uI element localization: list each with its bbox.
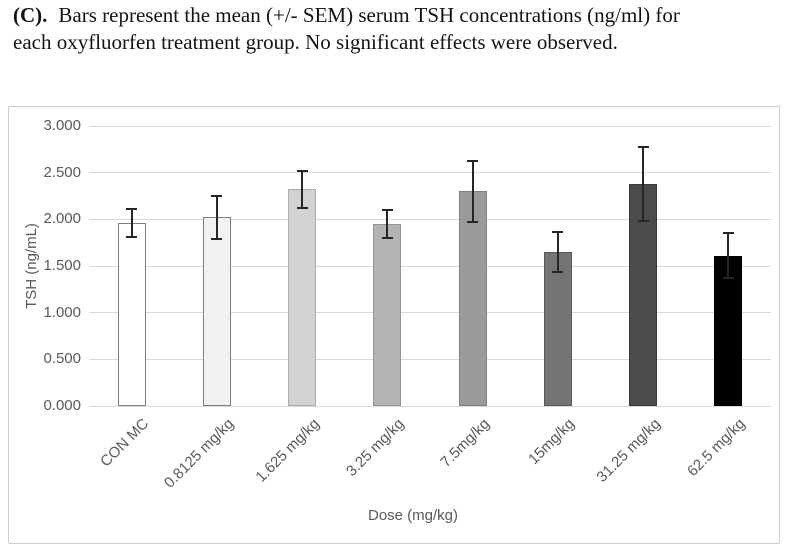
caption-label: (C). xyxy=(13,3,48,27)
error-bar-cap-top xyxy=(637,145,649,148)
x-tick-text: 7.5mg/kg xyxy=(437,415,493,471)
error-bar-line xyxy=(130,209,133,238)
gridline xyxy=(89,125,771,127)
bar xyxy=(714,255,743,406)
bar xyxy=(288,189,317,406)
error-bar-cap-bottom xyxy=(722,277,734,280)
y-tick-label: 1.000 xyxy=(43,303,81,321)
caption-text-1: Bars represent the mean (+/- SEM) serum … xyxy=(58,3,680,27)
caption-line-2: each oxyfluorfen treatment group. No sig… xyxy=(13,29,783,56)
error-bar-cap-bottom xyxy=(637,220,649,223)
x-tick-text: CON MC xyxy=(96,415,152,471)
bar xyxy=(543,252,572,406)
error-bar-cap-bottom xyxy=(381,237,393,239)
caption-line-1: (C). Bars represent the mean (+/- SEM) se… xyxy=(13,2,783,29)
error-bar-cap-top xyxy=(296,169,308,172)
bar xyxy=(458,191,487,406)
error-bar-cap-bottom xyxy=(552,270,564,273)
x-tick-text: 31.25 mg/kg xyxy=(593,415,664,486)
error-bar-cap-top xyxy=(552,231,564,234)
x-tick-text: 62.5 mg/kg xyxy=(684,415,749,480)
y-tick-label: 2.000 xyxy=(43,210,81,228)
y-tick-label: 1.500 xyxy=(43,257,81,274)
x-tick-text: 0.8125 mg/kg xyxy=(160,415,238,492)
error-bar-cap-top xyxy=(126,208,138,211)
gridline xyxy=(89,172,771,174)
gridline xyxy=(89,265,771,267)
bar xyxy=(202,217,231,406)
bar xyxy=(373,224,402,406)
error-bar-cap-top xyxy=(211,195,223,197)
bar-chart: TSH (ng/mL) Dose (mg/kg) 0.000 0.500 1.000… xyxy=(8,106,780,544)
error-bar-cap-bottom xyxy=(467,221,479,224)
caption-text-2: each oxyfluorfen treatment group. No sig… xyxy=(13,30,618,54)
error-bar-cap-bottom xyxy=(211,237,223,240)
x-tick-text: 1.625 mg/kg xyxy=(252,415,323,486)
error-bar-line xyxy=(215,196,218,239)
x-axis-title: Dose (mg/kg) xyxy=(367,507,459,524)
error-bar-cap-top xyxy=(381,209,393,211)
bar xyxy=(117,223,146,406)
y-tick-label: 3.000 xyxy=(43,117,81,134)
gridline xyxy=(89,358,771,360)
error-bar-line xyxy=(386,210,389,238)
error-bar-cap-bottom xyxy=(296,207,308,210)
error-bar-line xyxy=(471,160,474,223)
y-tick-label: 0.000 xyxy=(43,397,81,414)
error-bar-line xyxy=(642,146,645,222)
error-bar-cap-top xyxy=(467,159,479,162)
y-tick-label: 2.500 xyxy=(43,163,81,181)
error-bar-cap-top xyxy=(722,232,734,235)
gridline xyxy=(89,312,771,314)
y-tick-label: 0.500 xyxy=(43,350,81,368)
figure-caption: (C). Bars represent the mean (+/- SEM) se… xyxy=(13,2,783,56)
error-bar-line xyxy=(556,232,559,272)
gridline xyxy=(89,218,771,220)
error-bar-line xyxy=(301,170,304,209)
x-tick-text: 15mg/kg xyxy=(525,415,579,469)
error-bar-cap-bottom xyxy=(126,236,138,239)
error-bar-line xyxy=(727,233,730,279)
x-tick-text: 3.25 mg/kg xyxy=(343,415,408,480)
gridline xyxy=(89,405,771,407)
